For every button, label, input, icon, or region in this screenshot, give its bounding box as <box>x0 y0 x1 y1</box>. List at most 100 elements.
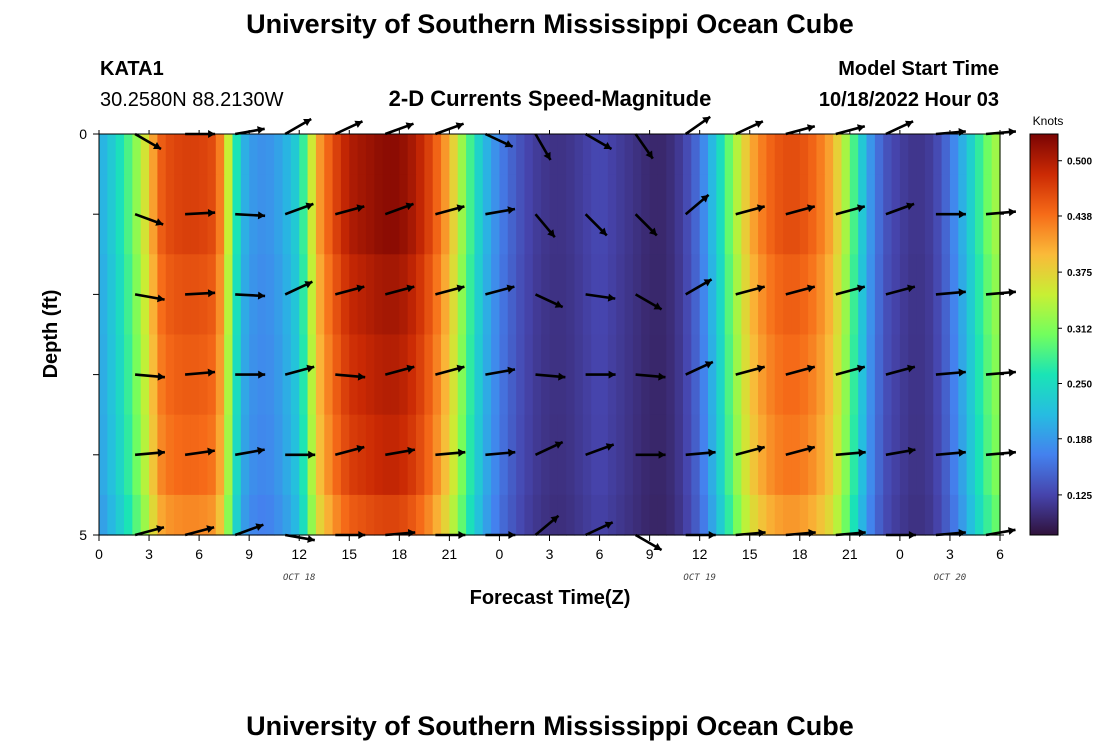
heatmap-cell <box>249 134 259 175</box>
x-tick-label: 6 <box>996 546 1004 562</box>
current-vector <box>985 288 1017 297</box>
heatmap-cell <box>691 134 701 175</box>
heatmap-cell <box>632 494 642 536</box>
heatmap-cell <box>499 174 509 255</box>
heatmap-cell <box>974 494 984 536</box>
heatmap-cell <box>107 494 117 536</box>
heatmap-cell <box>324 334 334 416</box>
heatmap-cell <box>774 254 784 336</box>
y-tick-label: 0 <box>79 126 87 142</box>
heatmap-cell <box>307 494 317 536</box>
heatmap-cell <box>332 494 342 536</box>
heatmap-cell <box>699 134 709 175</box>
current-vector <box>234 523 264 537</box>
x-tick-label: 3 <box>145 546 153 562</box>
heatmap-cell <box>599 254 609 336</box>
heatmap-cell <box>691 334 701 416</box>
current-vector <box>835 204 866 216</box>
heatmap-cell <box>749 494 759 536</box>
footer-title: University of Southern Mississippi Ocean… <box>246 711 854 741</box>
heatmap-cell <box>474 134 484 175</box>
heatmap-cell <box>741 134 751 175</box>
heatmap-cell <box>507 174 517 255</box>
heatmap-cell <box>315 334 325 416</box>
heatmap-cell <box>799 174 809 255</box>
heatmap-cell <box>758 134 767 175</box>
heatmap-cell <box>766 254 776 336</box>
heatmap-cell <box>474 254 484 336</box>
heatmap-cell <box>941 134 951 175</box>
x-tick-label: 6 <box>596 546 604 562</box>
heatmap-cell <box>566 174 576 255</box>
heatmap-cell <box>808 414 818 496</box>
heatmap-cell <box>966 134 976 175</box>
heatmap-cell <box>265 334 275 416</box>
heatmap-cell <box>908 134 918 175</box>
current-vector <box>385 446 416 457</box>
heatmap-cell <box>816 134 826 175</box>
current-vector <box>435 364 465 376</box>
heatmap-cell <box>724 134 734 175</box>
heatmap-cell <box>466 494 476 536</box>
heatmap-cell <box>390 494 400 536</box>
heatmap-cell <box>758 254 767 336</box>
heatmap-cell <box>516 494 526 536</box>
heatmap-cell <box>365 494 375 536</box>
heatmap-cell <box>549 414 559 496</box>
heatmap-cell <box>432 494 442 536</box>
current-vector <box>885 446 916 457</box>
heatmap-cell <box>874 254 884 336</box>
current-vector <box>935 210 966 219</box>
heatmap-cell <box>290 334 300 416</box>
heatmap-cell <box>616 174 626 255</box>
heatmap-cell <box>324 414 334 496</box>
heatmap-cell <box>866 174 876 255</box>
heatmap-cell <box>874 134 884 175</box>
current-vector <box>134 212 164 226</box>
current-vector <box>284 280 313 296</box>
heatmap-cell <box>974 334 984 416</box>
colorbar-tick-label: 0.438 <box>1067 212 1092 223</box>
heatmap-cell <box>174 134 184 175</box>
heatmap-cell <box>624 254 634 336</box>
current-vector <box>434 122 465 136</box>
heatmap-cell <box>207 494 217 536</box>
heatmap-cell <box>132 134 142 175</box>
x-axis: 0 3 6 9 12 15 18 21 0 3 6 9 12 15 18 21 0 3 6 OCT 18 OCT 19 O… <box>95 130 1004 583</box>
current-vector <box>534 514 560 536</box>
heatmap-cell <box>666 414 676 496</box>
heatmap-cell <box>274 174 284 255</box>
heatmap-cell <box>849 414 859 496</box>
heatmap-cell <box>624 174 634 255</box>
heatmap-cell <box>541 174 551 255</box>
heatmap-cell <box>140 494 150 536</box>
heatmap-cell <box>682 134 692 175</box>
heatmap-cell <box>824 174 834 255</box>
heatmap-cell <box>949 254 959 336</box>
heatmap-cell <box>424 254 434 336</box>
heatmap-cell <box>165 494 175 536</box>
heatmap-cell <box>574 414 584 496</box>
heatmap-cell <box>582 134 592 175</box>
heatmap-cell <box>174 494 184 536</box>
heatmap-cell <box>416 494 425 536</box>
heatmap-cell <box>499 334 509 416</box>
heatmap-cell <box>816 174 826 255</box>
heatmap-cell <box>265 494 275 536</box>
heatmap-cell <box>741 254 751 336</box>
heatmap-cell <box>340 414 350 496</box>
current-vector <box>184 525 215 537</box>
heatmap-cell <box>349 494 359 536</box>
heatmap-cell <box>399 414 409 496</box>
current-vector <box>584 213 608 237</box>
heatmap-cell <box>199 134 209 175</box>
current-vector <box>985 368 1017 377</box>
heatmap-cell <box>315 254 325 336</box>
heatmap-cell <box>591 414 601 496</box>
heatmap-cell <box>524 254 534 336</box>
heatmap-cell <box>257 414 267 496</box>
heatmap-cell <box>632 134 642 175</box>
heatmap-cell <box>140 134 150 175</box>
heatmap-cell <box>390 174 400 255</box>
heatmap-cell <box>541 494 551 536</box>
